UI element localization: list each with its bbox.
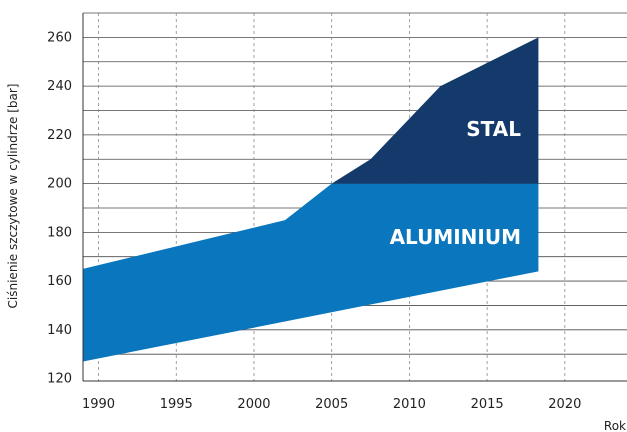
y-tick-label: 220: [47, 128, 72, 143]
series-label-aluminium: ALUMINIUM: [390, 225, 521, 249]
y-tick-label: 120: [47, 372, 72, 387]
areas: [83, 37, 539, 362]
x-tick-label: 1995: [160, 397, 193, 412]
axes: 120 140 160 180 200 220 240 260 1990 1995 2000 2005…: [47, 13, 627, 412]
x-tick-label: 2010: [393, 397, 426, 412]
x-tick-label: 2005: [315, 397, 348, 412]
x-tick-label: 1990: [82, 397, 115, 412]
area-stal: [331, 37, 539, 184]
y-tick-label: 260: [47, 30, 72, 45]
labels: STAL ALUMINIUM: [390, 117, 522, 249]
x-tick-label: 2020: [548, 397, 581, 412]
x-axis-title: Rok: [604, 419, 626, 432]
y-tick-label: 160: [47, 274, 72, 289]
y-tick-label: 200: [47, 177, 72, 192]
y-axis-title: Ciśnienie szczytowe w cylindrze [bar]: [6, 84, 20, 309]
x-tick-label: 2015: [471, 397, 504, 412]
series-label-stal: STAL: [466, 117, 521, 141]
y-tick-label: 180: [47, 225, 72, 240]
y-tick-label: 140: [47, 323, 72, 338]
x-tick-label: 2000: [237, 397, 270, 412]
y-tick-label: 240: [47, 79, 72, 94]
area-aluminium: [83, 183, 539, 362]
